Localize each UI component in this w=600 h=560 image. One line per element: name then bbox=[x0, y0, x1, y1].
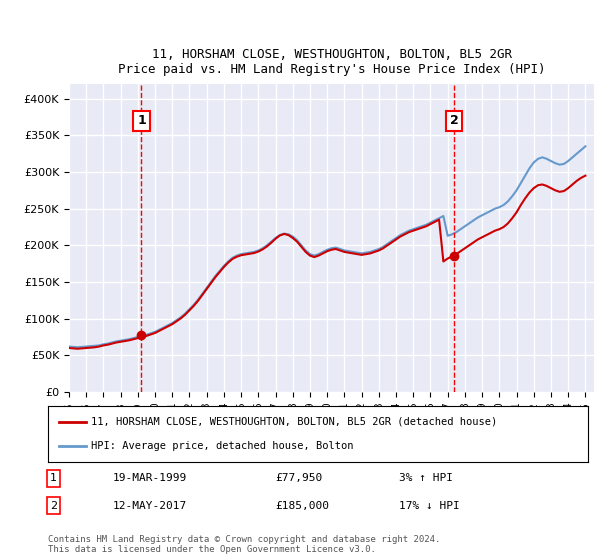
Text: 2: 2 bbox=[449, 114, 458, 128]
Text: HPI: Average price, detached house, Bolton: HPI: Average price, detached house, Bolt… bbox=[91, 441, 354, 451]
Text: 12-MAY-2017: 12-MAY-2017 bbox=[113, 501, 187, 511]
Text: 1: 1 bbox=[137, 114, 146, 128]
Text: 11, HORSHAM CLOSE, WESTHOUGHTON, BOLTON, BL5 2GR (detached house): 11, HORSHAM CLOSE, WESTHOUGHTON, BOLTON,… bbox=[91, 417, 497, 427]
Text: 17% ↓ HPI: 17% ↓ HPI bbox=[399, 501, 460, 511]
Text: 3% ↑ HPI: 3% ↑ HPI bbox=[399, 473, 453, 483]
Text: 19-MAR-1999: 19-MAR-1999 bbox=[113, 473, 187, 483]
Title: 11, HORSHAM CLOSE, WESTHOUGHTON, BOLTON, BL5 2GR
Price paid vs. HM Land Registry: 11, HORSHAM CLOSE, WESTHOUGHTON, BOLTON,… bbox=[118, 48, 545, 76]
Text: Contains HM Land Registry data © Crown copyright and database right 2024.
This d: Contains HM Land Registry data © Crown c… bbox=[48, 535, 440, 554]
Text: £77,950: £77,950 bbox=[275, 473, 322, 483]
Text: 1: 1 bbox=[50, 473, 57, 483]
Text: 2: 2 bbox=[50, 501, 57, 511]
Text: £185,000: £185,000 bbox=[275, 501, 329, 511]
